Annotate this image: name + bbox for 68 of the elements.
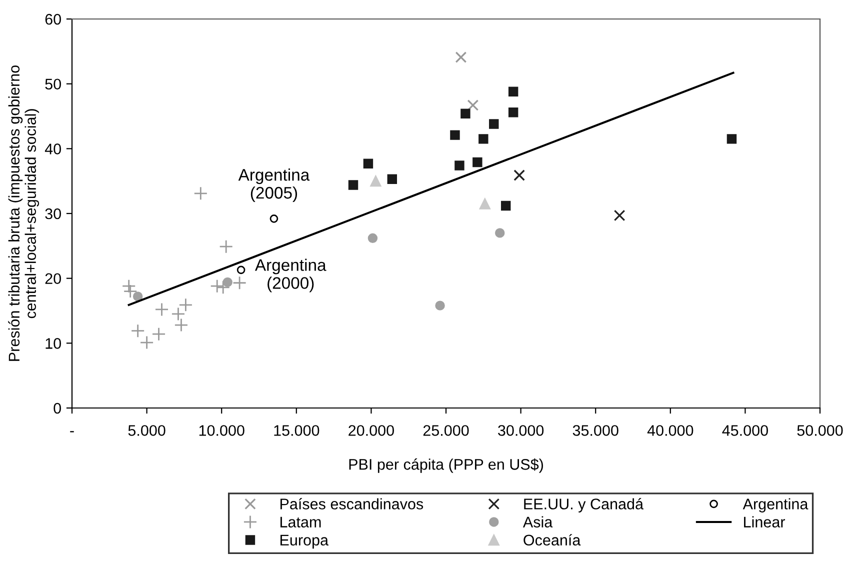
x-tick-label: 40.000 — [647, 425, 694, 436]
y-tick-label: 40 — [44, 144, 61, 154]
point — [363, 158, 374, 168]
y-tick-label: 30 — [45, 208, 61, 220]
point — [450, 130, 460, 140]
point — [130, 324, 145, 338]
point — [489, 119, 499, 129]
legend-label: Asia — [522, 516, 553, 528]
point — [368, 233, 378, 243]
point — [478, 134, 488, 144]
x-tick-label: 15.000 — [274, 425, 320, 436]
point — [460, 108, 470, 119]
point — [454, 160, 464, 170]
annotation: Argentina (2000) — [254, 258, 326, 292]
point — [123, 284, 138, 298]
point — [508, 108, 518, 118]
point — [210, 279, 224, 294]
x-tick-label: 5.000 — [128, 425, 166, 436]
point — [232, 276, 246, 290]
y-tick-label: 60 — [45, 14, 61, 25]
point — [194, 186, 208, 200]
point — [236, 266, 246, 274]
point — [479, 198, 490, 210]
x-tick-label: 20.000 — [348, 425, 394, 436]
y-tick-label: 0 — [54, 402, 61, 414]
point — [614, 210, 626, 222]
point — [122, 279, 136, 294]
legend-label: Argentina — [742, 498, 808, 512]
annotation: Argentina (2005) — [238, 168, 310, 202]
legend-label: Linear — [744, 516, 786, 528]
point — [216, 280, 230, 294]
point — [435, 300, 445, 310]
x-tick-label: 35.000 — [572, 425, 618, 436]
legend-label: Oceanía — [524, 534, 581, 546]
point — [270, 214, 278, 223]
point — [494, 228, 505, 238]
y-axis-title: Presión tributaria bruta (impuestos gobierno central+local+seguridad social) — [8, 66, 40, 361]
x-tick-label: 50.000 — [797, 425, 843, 436]
legend-label: Europa — [280, 534, 329, 549]
legend-label: EE.UU. y Canadá — [524, 498, 644, 512]
y-tick-label: 50 — [45, 78, 61, 90]
legend-label: Latam — [280, 516, 321, 528]
x-axis-title: PBI per cápita (PPP en US$) — [349, 458, 543, 473]
point — [455, 52, 467, 63]
point — [726, 134, 737, 144]
point — [174, 318, 188, 332]
point — [152, 327, 166, 342]
point — [472, 157, 482, 168]
x-tick-label: 45.000 — [722, 425, 768, 436]
point — [467, 100, 479, 111]
point — [222, 277, 232, 288]
point — [370, 176, 382, 187]
point — [514, 170, 525, 181]
x-tick-label: 30.000 — [498, 425, 544, 436]
point — [348, 180, 358, 190]
point — [387, 174, 398, 184]
x-tick-label: - — [70, 431, 74, 432]
point — [500, 200, 511, 211]
y-tick-label: 20 — [45, 273, 61, 284]
x-tick-label: 10.000 — [199, 425, 244, 436]
legend-label: Países escandinavos — [280, 498, 424, 510]
point — [508, 86, 518, 96]
point — [140, 336, 154, 350]
point — [132, 292, 143, 302]
point — [219, 240, 234, 254]
x-tick-label: 25.000 — [423, 425, 469, 436]
y-tick-label: 10 — [46, 338, 61, 349]
point — [154, 302, 169, 316]
